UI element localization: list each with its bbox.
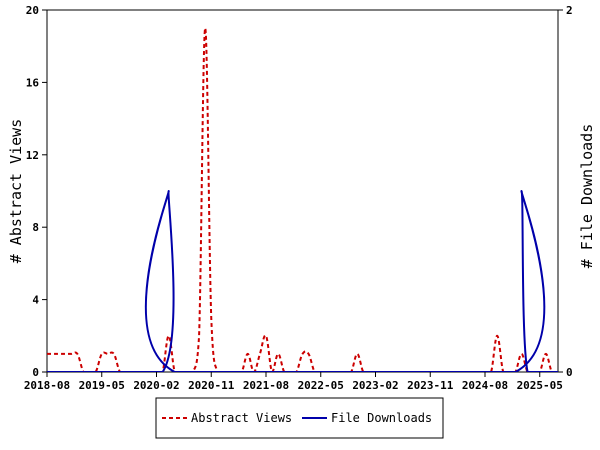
x-tick-label: 2025-05	[517, 379, 563, 392]
y-left-tick-label: 0	[32, 366, 39, 379]
y-left-tick-label: 12	[26, 149, 39, 162]
y-axis-right-title: # File Downloads	[578, 124, 596, 269]
x-tick-label: 2021-08	[243, 379, 289, 392]
legend-label-file-downloads: File Downloads	[331, 411, 432, 425]
y-left-tick-label: 20	[26, 4, 39, 17]
x-tick-label: 2018-08	[24, 379, 70, 392]
series-line-file-downloads	[47, 190, 558, 372]
x-tick-label: 2023-02	[352, 379, 398, 392]
legend-box	[155, 397, 444, 439]
x-tick-label: 2020-02	[133, 379, 179, 392]
y-left-tick-label: 4	[32, 294, 39, 307]
x-tick-label: 2022-05	[298, 379, 344, 392]
y-axis-left-title: # Abstract Views	[7, 119, 25, 264]
y-right-tick-label: 0	[566, 366, 573, 379]
series-layer	[47, 27, 558, 372]
axis-ticks: 0 4 8 12 16 20 0 2 2018-08 2019-05 2020-02 2020-11 2…	[24, 4, 573, 392]
y-left-tick-label: 8	[32, 221, 39, 234]
legend-label-abstract-views: Abstract Views	[191, 411, 292, 425]
x-tick-label: 2020-11	[188, 379, 235, 392]
y-right-tick-label: 2	[566, 4, 573, 17]
plot-area	[46, 9, 559, 373]
x-tick-label: 2023-11	[407, 379, 454, 392]
y-left-tick-label: 16	[26, 76, 40, 89]
legend: Abstract Views File Downloads	[155, 397, 444, 439]
x-tick-label: 2019-05	[79, 379, 125, 392]
x-tick-label: 2024-08	[462, 379, 508, 392]
